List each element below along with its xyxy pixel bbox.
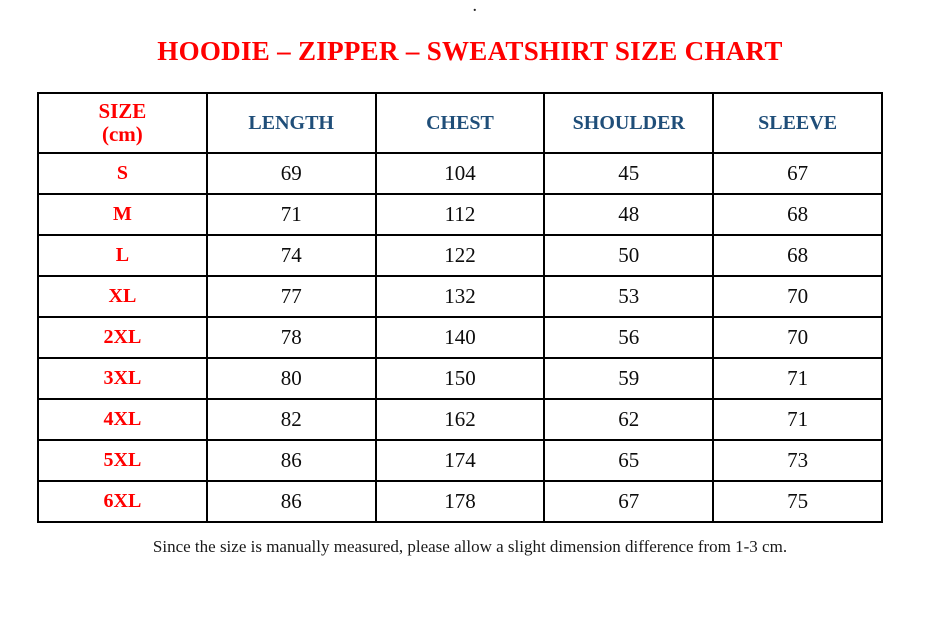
header-col: CHEST: [374, 92, 546, 154]
shoulder-cell: 65: [543, 439, 715, 482]
header-col: SLEEVE: [712, 92, 883, 154]
table-row: S 69 104 45 67: [37, 152, 883, 195]
table-row: 4XL 82 162 62 71: [37, 398, 883, 441]
sleeve-cell: 71: [712, 398, 883, 441]
size-cell: S: [37, 152, 208, 195]
chest-cell: 162: [374, 398, 546, 441]
chest-cell: 132: [374, 275, 546, 318]
size-cell: 5XL: [37, 439, 208, 482]
sleeve-cell: 70: [712, 275, 883, 318]
chest-cell: 112: [374, 193, 546, 236]
shoulder-cell: 67: [543, 480, 715, 523]
table-row: 3XL 80 150 59 71: [37, 357, 883, 400]
length-cell: 80: [205, 357, 377, 400]
shoulder-cell: 59: [543, 357, 715, 400]
chest-cell: 140: [374, 316, 546, 359]
length-cell: 77: [205, 275, 377, 318]
length-cell: 69: [205, 152, 377, 195]
sleeve-cell: 68: [712, 234, 883, 277]
measurement-note: Since the size is manually measured, ple…: [152, 537, 788, 556]
length-cell: 86: [205, 439, 377, 482]
sleeve-cell: 67: [712, 152, 883, 195]
sleeve-cell: 71: [712, 357, 883, 400]
header-col: SHOULDER: [543, 92, 715, 154]
header-size: SIZE (cm): [37, 92, 208, 154]
chest-cell: 150: [374, 357, 546, 400]
size-chart-table: SIZE (cm) LENGTH CHEST SHOULDER SLEEVE S…: [37, 92, 883, 523]
header-col: LENGTH: [205, 92, 377, 154]
size-cell: XL: [37, 275, 208, 318]
sleeve-cell: 75: [712, 480, 883, 523]
table-row: 5XL 86 174 65 73: [37, 439, 883, 482]
chest-cell: 104: [374, 152, 546, 195]
size-cell: 3XL: [37, 357, 208, 400]
shoulder-cell: 53: [543, 275, 715, 318]
table-row: XL 77 132 53 70: [37, 275, 883, 318]
shoulder-cell: 48: [543, 193, 715, 236]
page-title: HOODIE – ZIPPER – SWEATSHIRT SIZE CHART: [157, 36, 783, 66]
chest-cell: 174: [374, 439, 546, 482]
size-cell: L: [37, 234, 208, 277]
header-size-line1: SIZE: [98, 98, 147, 123]
table-row: 2XL 78 140 56 70: [37, 316, 883, 359]
shoulder-cell: 56: [543, 316, 715, 359]
size-cell: M: [37, 193, 208, 236]
length-cell: 74: [205, 234, 377, 277]
size-cell: 4XL: [37, 398, 208, 441]
chest-cell: 178: [374, 480, 546, 523]
length-cell: 82: [205, 398, 377, 441]
header-size-line2: (cm): [101, 122, 143, 146]
table-row: M 71 112 48 68: [37, 193, 883, 236]
sleeve-cell: 70: [712, 316, 883, 359]
length-cell: 78: [205, 316, 377, 359]
stray-dot: .: [473, 0, 477, 15]
table-header: SIZE (cm) LENGTH CHEST SHOULDER SLEEVE: [37, 92, 883, 154]
shoulder-cell: 45: [543, 152, 715, 195]
shoulder-cell: 62: [543, 398, 715, 441]
length-cell: 71: [205, 193, 377, 236]
shoulder-cell: 50: [543, 234, 715, 277]
chest-cell: 122: [374, 234, 546, 277]
sleeve-cell: 73: [712, 439, 883, 482]
header-row: SIZE (cm) LENGTH CHEST SHOULDER SLEEVE: [37, 92, 883, 154]
length-cell: 86: [205, 480, 377, 523]
size-cell: 6XL: [37, 480, 208, 523]
table-row: L 74 122 50 68: [37, 234, 883, 277]
table-row: 6XL 86 178 67 75: [37, 480, 883, 523]
sleeve-cell: 68: [712, 193, 883, 236]
size-table-body: S 69 104 45 67 M 71 112 48 68 L 74 122 5…: [37, 152, 883, 523]
size-cell: 2XL: [37, 316, 208, 359]
